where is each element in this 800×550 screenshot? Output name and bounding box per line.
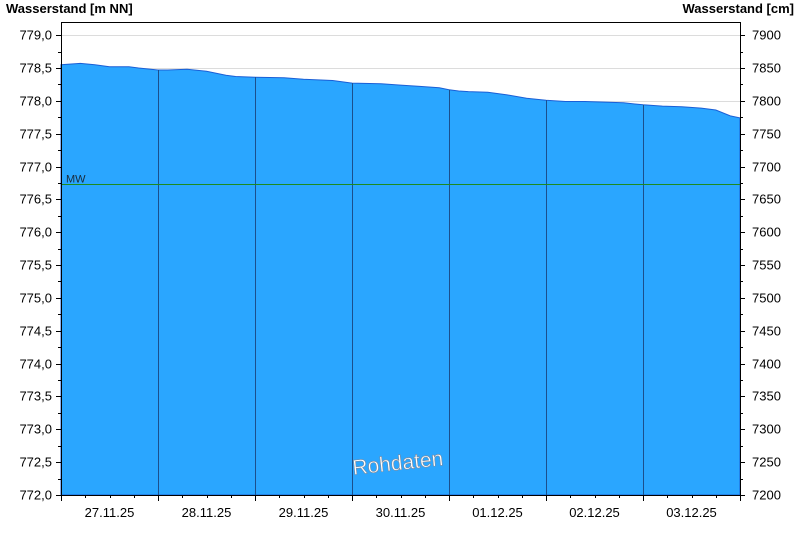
x-day-label: 27.11.25 [85, 505, 135, 520]
water-level-area [60, 62, 741, 496]
left-tick-label: 772,0 [19, 488, 52, 503]
left-tick-label: 775,5 [19, 258, 52, 273]
left-tick-label: 777,0 [19, 160, 52, 175]
right-tick-label: 7450 [752, 324, 781, 339]
right-tick-label: 7750 [752, 127, 781, 142]
right-tick-label: 7850 [752, 61, 781, 76]
right-tick-label: 7300 [752, 422, 781, 437]
right-tick-label: 7650 [752, 192, 781, 207]
left-tick-label: 779,0 [19, 28, 52, 43]
left-tick-label: 776,0 [19, 225, 52, 240]
right-tick-label: 7900 [752, 28, 781, 43]
x-day-label: 01.12.25 [472, 505, 523, 520]
left-tick-label: 774,5 [19, 324, 52, 339]
right-tick-label: 7400 [752, 357, 781, 372]
right-tick-label: 7800 [752, 94, 781, 109]
right-axis: 7200 7250 7300 7350 7400 7450 7500 7550 7600 7650… [740, 28, 781, 503]
x-day-label: 29.11.25 [279, 505, 329, 520]
left-tick-label: 778,0 [19, 94, 52, 109]
x-axis: 27.11.25 28.11.25 29.11.25 30.11.25 01.12.25… [61, 495, 741, 520]
right-tick-label: 7700 [752, 160, 781, 175]
left-tick-label: 773,5 [19, 389, 52, 404]
x-day-label: 02.12.25 [569, 505, 620, 520]
x-day-label: 30.11.25 [376, 505, 426, 520]
left-tick-label: 775,0 [19, 291, 52, 306]
right-axis-title: Wasserstand [cm] [682, 1, 795, 16]
left-axis-title: Wasserstand [m NN] [6, 1, 133, 16]
x-day-label: 28.11.25 [182, 505, 232, 520]
left-tick-label: 774,0 [19, 357, 52, 372]
left-tick-label: 772,5 [19, 455, 52, 470]
day-separator-lines [158, 69, 644, 495]
left-tick-label: 777,5 [19, 127, 52, 142]
right-tick-label: 7250 [752, 455, 781, 470]
left-tick-label: 773,0 [19, 422, 52, 437]
left-axis: 772,0 772,5 773,0 773,5 774,0 774,5 775,0 775,5… [19, 28, 61, 503]
left-tick-label: 778,5 [19, 61, 52, 76]
right-tick-label: 7500 [752, 291, 781, 306]
mw-reference-label: MW [66, 174, 86, 186]
x-day-label: 03.12.25 [666, 505, 717, 520]
right-tick-label: 7550 [752, 258, 781, 273]
right-tick-label: 7600 [752, 225, 781, 240]
right-tick-label: 7200 [752, 488, 781, 503]
right-tick-label: 7350 [752, 389, 781, 404]
left-tick-label: 776,5 [19, 192, 52, 207]
